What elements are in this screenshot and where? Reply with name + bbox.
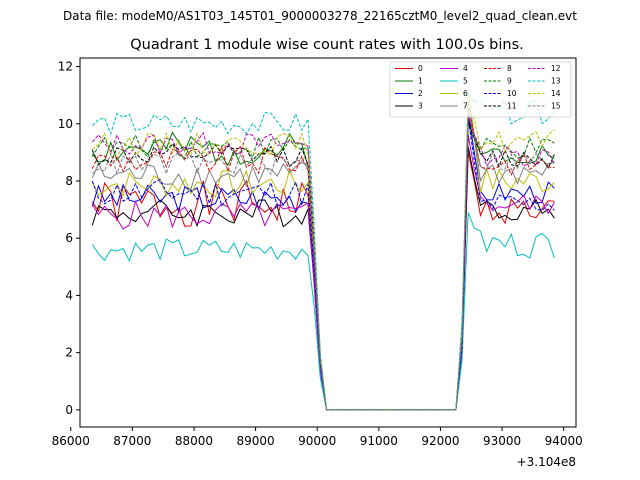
legend-label-13: 13 <box>551 77 561 86</box>
legend-label-15: 15 <box>551 102 561 111</box>
legend-label-11: 11 <box>507 102 517 111</box>
series-line-3 <box>91 146 555 411</box>
series-line-0 <box>91 152 555 411</box>
y-tick-label: 4 <box>65 288 73 302</box>
legend-label-1: 1 <box>418 77 423 86</box>
y-tick-label: 8 <box>65 174 73 188</box>
legend-label-9: 9 <box>507 77 512 86</box>
legend-label-5: 5 <box>463 77 468 86</box>
legend-box <box>389 61 572 118</box>
legend-label-4: 4 <box>463 64 468 73</box>
legend-label-7: 7 <box>463 102 468 111</box>
series-line-15 <box>92 112 555 411</box>
legend-label-6: 6 <box>463 89 468 98</box>
axis-ticks: 86000 87000 88000 89000 90000 91000 92000 93000… <box>52 60 583 448</box>
legend-label-12: 12 <box>551 64 561 73</box>
legend-label-3: 3 <box>418 102 423 111</box>
x-tick-label: 89000 <box>237 434 275 448</box>
x-tick-label: 88000 <box>175 434 213 448</box>
series-line-8 <box>91 106 555 411</box>
legend-label-8: 8 <box>507 64 512 73</box>
series-line-11 <box>91 120 555 411</box>
y-tick-label: 12 <box>58 60 73 74</box>
x-tick-label: 91000 <box>360 434 398 448</box>
axes-frame <box>79 57 577 428</box>
x-tick-label: 92000 <box>421 434 459 448</box>
legend-label-2: 2 <box>418 89 423 98</box>
chart-title: Quadrant 1 module wise count rates with … <box>130 37 524 53</box>
series-line-6 <box>91 89 555 411</box>
x-tick-label: 90000 <box>298 434 336 448</box>
figure-suptitle: Data file: modeM0/AS1T03_145T01_90000032… <box>63 9 577 23</box>
series-line-9 <box>91 123 555 411</box>
legend-label-10: 10 <box>507 89 517 98</box>
series-line-5 <box>91 212 555 411</box>
legend-label-0: 0 <box>418 64 423 73</box>
legend-label-14: 14 <box>551 89 561 98</box>
series-line-13 <box>91 90 555 411</box>
x-tick-label: 86000 <box>52 434 90 448</box>
x-tick-label: 94000 <box>545 434 583 448</box>
x-tick-label: 87000 <box>113 434 151 448</box>
y-tick-label: 2 <box>65 346 73 360</box>
y-tick-label: 0 <box>65 403 73 417</box>
x-tick-label: 93000 <box>483 434 521 448</box>
y-tick-label: 10 <box>58 117 73 131</box>
x-offset-label: +3.104e8 <box>517 455 576 469</box>
y-tick-label: 6 <box>65 231 73 245</box>
